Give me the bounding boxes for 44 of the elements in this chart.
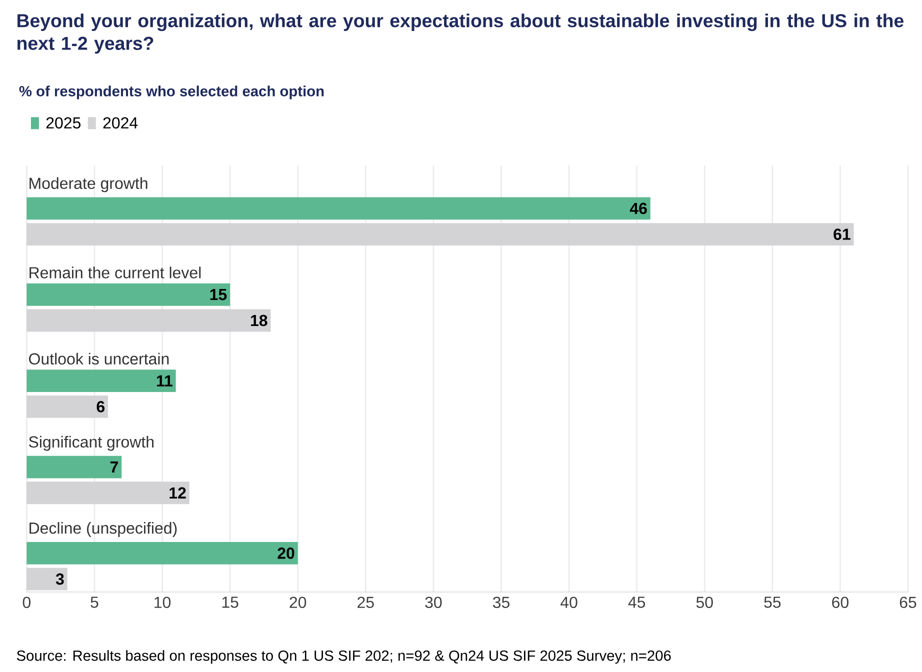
x-tick-label: 60 [832,596,848,608]
y-tick-label: Remain the current level [30,266,201,278]
x-tick-label: 65 [900,596,916,608]
data-label: 46 [630,202,647,214]
y-tick-label: Outlook is uncertain [29,352,169,365]
bar [26,223,854,246]
data-label: 12 [170,487,186,498]
data-label: 11 [156,375,172,386]
x-tick-label: 55 [764,596,781,608]
bar [26,309,271,332]
data-label: 6 [96,401,105,412]
chart-title: Beyond your organization, what are your expectations about sustainable investing in the US in the next 1-2 years? [18,14,904,54]
data-label: 7 [110,462,118,473]
legend-label: 2025 [46,117,81,129]
bar [26,370,176,392]
x-tick-label: 5 [90,596,98,608]
bar [26,482,190,504]
x-tick-label: 15 [222,596,238,608]
x-tick-label: 0 [22,596,30,608]
x-tick-label: 50 [696,596,713,608]
y-tick-label: Decline (unspecified) [30,522,177,537]
x-tick-label: 35 [492,596,510,608]
y-tick-label: Moderate growth [30,177,148,192]
x-tick-label: 10 [154,596,171,608]
source-note: Source: Results based on responses to Qn 1 US SIF 202; n=92 & Qn24 US SIF 2025 Survey; n=206 [16,650,671,664]
data-label: 18 [251,314,268,326]
x-tick-label: 25 [358,596,374,608]
data-label: 3 [56,573,64,585]
x-tick-label: 40 [560,596,578,608]
bar [26,395,108,418]
bar [26,542,298,564]
data-label: 20 [278,548,294,559]
y-tick-label: Significant growth [29,436,154,451]
x-tick-label: 20 [290,596,306,608]
x-tick-label: 30 [425,596,442,608]
bar [26,456,122,478]
bar [26,283,230,306]
bar [26,197,650,220]
data-label: 61 [834,228,850,240]
data-label: 15 [210,289,227,300]
bar [26,568,68,590]
chart-subtitle: % of respondents who selected each option [19,86,324,100]
x-tick-label: 45 [628,596,646,608]
legend-label: 2024 [103,117,138,129]
